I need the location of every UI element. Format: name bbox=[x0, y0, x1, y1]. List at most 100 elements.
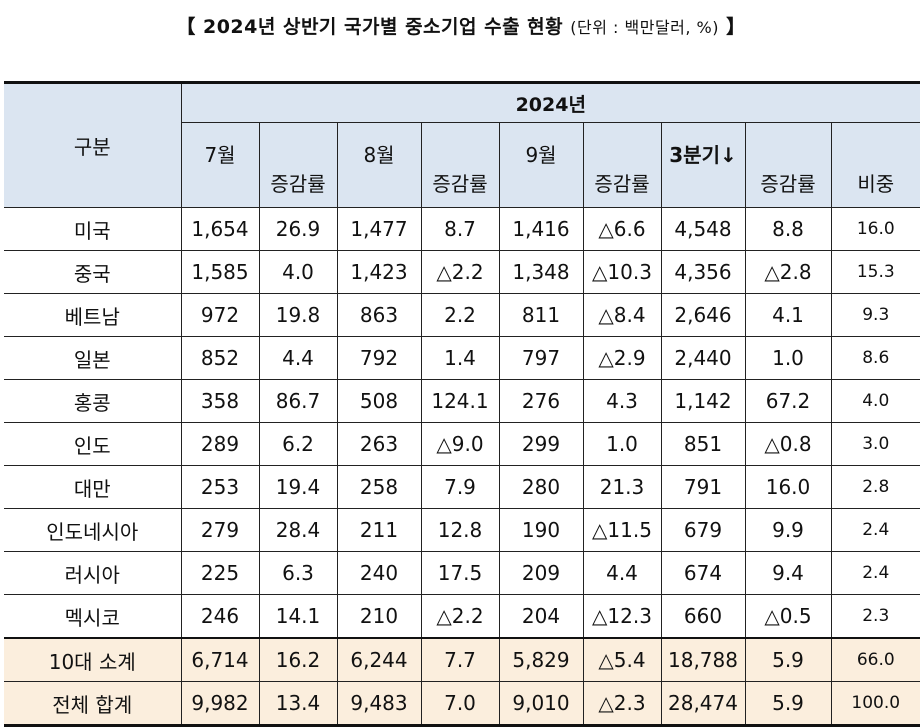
cell-aug-change: 7.7 bbox=[420, 637, 500, 682]
cell-q3-change: 9.9 bbox=[744, 508, 832, 552]
cell-jul-change: 14.1 bbox=[258, 594, 338, 639]
cell-aug: 240 bbox=[336, 551, 422, 595]
total-row: 전체 합계 9,982 13.4 9,483 7.0 9,010 △2.3 28,474 5.9… bbox=[4, 681, 920, 727]
table-row: 중국 1,585 4.0 1,423 △2.2 1,348 △10.3 4,356 △2.8 15… bbox=[4, 250, 920, 294]
cell-aug: 9,483 bbox=[336, 681, 422, 727]
cell-aug: 792 bbox=[336, 336, 422, 380]
cell-sep: 204 bbox=[498, 594, 584, 639]
cell-q3-change: 5.9 bbox=[744, 681, 832, 727]
table-row: 홍콩 358 86.7 508 124.1 276 4.3 1,142 67.2 4.0 bbox=[4, 379, 920, 423]
cell-jul: 253 bbox=[180, 465, 260, 509]
cell-sep: 5,829 bbox=[498, 637, 584, 682]
cell-sep: 190 bbox=[498, 508, 584, 552]
cell-aug-change: 124.1 bbox=[420, 379, 500, 423]
cell-share: 66.0 bbox=[830, 637, 920, 682]
cell-jul: 852 bbox=[180, 336, 260, 380]
cell-sep: 209 bbox=[498, 551, 584, 595]
cell-sep-change: △2.9 bbox=[582, 336, 662, 380]
cell-aug: 210 bbox=[336, 594, 422, 639]
cell-sep-change: △12.3 bbox=[582, 594, 662, 639]
header-aug: 8월 bbox=[336, 122, 422, 208]
cell-aug-change: 8.7 bbox=[420, 207, 500, 251]
cell-sep: 797 bbox=[498, 336, 584, 380]
cell-country: 인도 bbox=[4, 422, 182, 466]
header-year: 2024년 bbox=[180, 81, 920, 123]
cell-q3: 1,142 bbox=[660, 379, 746, 423]
cell-sep-change: △8.4 bbox=[582, 293, 662, 337]
cell-aug: 1,423 bbox=[336, 250, 422, 294]
cell-jul: 289 bbox=[180, 422, 260, 466]
cell-jul: 358 bbox=[180, 379, 260, 423]
cell-q3-change: 5.9 bbox=[744, 637, 832, 682]
cell-q3-change: 9.4 bbox=[744, 551, 832, 595]
cell-country: 중국 bbox=[4, 250, 182, 294]
export-table: 구분 2024년 7월 증감률 8월 증감률 9월 증감률 3분기↓ 증감률 비… bbox=[4, 81, 920, 727]
cell-q3-change: 4.1 bbox=[744, 293, 832, 337]
header-share: 비중 bbox=[830, 122, 920, 208]
cell-aug-change: 1.4 bbox=[420, 336, 500, 380]
table-row: 대만 253 19.4 258 7.9 280 21.3 791 16.0 2.8 bbox=[4, 465, 920, 509]
cell-jul-change: 13.4 bbox=[258, 681, 338, 727]
cell-sep-change: △2.3 bbox=[582, 681, 662, 727]
cell-aug-change: 12.8 bbox=[420, 508, 500, 552]
page-title: 【 2024년 상반기 국가별 중소기업 수출 현황 (단위 : 백만달러, %… bbox=[0, 12, 922, 39]
cell-share: 2.3 bbox=[830, 594, 920, 639]
title-unit: (단위 : 백만달러, %) bbox=[570, 18, 720, 37]
cell-country: 러시아 bbox=[4, 551, 182, 595]
cell-aug: 211 bbox=[336, 508, 422, 552]
cell-jul: 279 bbox=[180, 508, 260, 552]
cell-q3: 28,474 bbox=[660, 681, 746, 727]
table-row: 인도 289 6.2 263 △9.0 299 1.0 851 △0.8 3.0 bbox=[4, 422, 920, 466]
cell-share: 2.4 bbox=[830, 551, 920, 595]
table-body: 미국 1,654 26.9 1,477 8.7 1,416 △6.6 4,548 8.8 16.0… bbox=[4, 207, 920, 727]
cell-jul-change: 4.4 bbox=[258, 336, 338, 380]
cell-country: 베트남 bbox=[4, 293, 182, 337]
cell-aug-change: 7.9 bbox=[420, 465, 500, 509]
cell-sep: 811 bbox=[498, 293, 584, 337]
title-main: 2024년 상반기 국가별 중소기업 수출 현황 bbox=[202, 16, 564, 38]
cell-country: 전체 합계 bbox=[4, 681, 182, 727]
cell-aug: 258 bbox=[336, 465, 422, 509]
table-row: 인도네시아 279 28.4 211 12.8 190 △11.5 679 9.9 2.4 bbox=[4, 508, 920, 552]
cell-sep: 1,416 bbox=[498, 207, 584, 251]
cell-q3-change: △2.8 bbox=[744, 250, 832, 294]
header-aug-label: 8월 bbox=[363, 142, 395, 167]
cell-jul-change: 6.2 bbox=[258, 422, 338, 466]
table-row: 러시아 225 6.3 240 17.5 209 4.4 674 9.4 2.4 bbox=[4, 551, 920, 595]
cell-jul: 1,585 bbox=[180, 250, 260, 294]
cell-q3-change: 16.0 bbox=[744, 465, 832, 509]
cell-country: 미국 bbox=[4, 207, 182, 251]
cell-sep: 9,010 bbox=[498, 681, 584, 727]
cell-jul: 6,714 bbox=[180, 637, 260, 682]
table-row: 멕시코 246 14.1 210 △2.2 204 △12.3 660 △0.5 2.3 bbox=[4, 594, 920, 639]
cell-sep-change: △10.3 bbox=[582, 250, 662, 294]
cell-q3: 679 bbox=[660, 508, 746, 552]
header-jul-label: 7월 bbox=[204, 142, 236, 167]
cell-aug-change: 2.2 bbox=[420, 293, 500, 337]
cell-jul: 225 bbox=[180, 551, 260, 595]
cell-q3: 660 bbox=[660, 594, 746, 639]
cell-share: 8.6 bbox=[830, 336, 920, 380]
cell-q3: 18,788 bbox=[660, 637, 746, 682]
cell-jul: 246 bbox=[180, 594, 260, 639]
cell-sep-change: 4.3 bbox=[582, 379, 662, 423]
cell-sep-change: 4.4 bbox=[582, 551, 662, 595]
cell-jul: 972 bbox=[180, 293, 260, 337]
cell-sep-change: △11.5 bbox=[582, 508, 662, 552]
cell-q3: 851 bbox=[660, 422, 746, 466]
cell-aug: 508 bbox=[336, 379, 422, 423]
cell-sep: 276 bbox=[498, 379, 584, 423]
cell-share: 3.0 bbox=[830, 422, 920, 466]
header-category: 구분 bbox=[4, 81, 182, 208]
cell-jul-change: 4.0 bbox=[258, 250, 338, 294]
cell-country: 대만 bbox=[4, 465, 182, 509]
cell-share: 2.4 bbox=[830, 508, 920, 552]
header-jul: 7월 bbox=[180, 122, 260, 208]
cell-share: 15.3 bbox=[830, 250, 920, 294]
cell-share: 100.0 bbox=[830, 681, 920, 727]
cell-q3: 2,646 bbox=[660, 293, 746, 337]
header-sep-label: 9월 bbox=[525, 142, 557, 167]
cell-country: 멕시코 bbox=[4, 594, 182, 639]
cell-sep: 280 bbox=[498, 465, 584, 509]
title-bracket-open: 【 bbox=[176, 16, 196, 38]
